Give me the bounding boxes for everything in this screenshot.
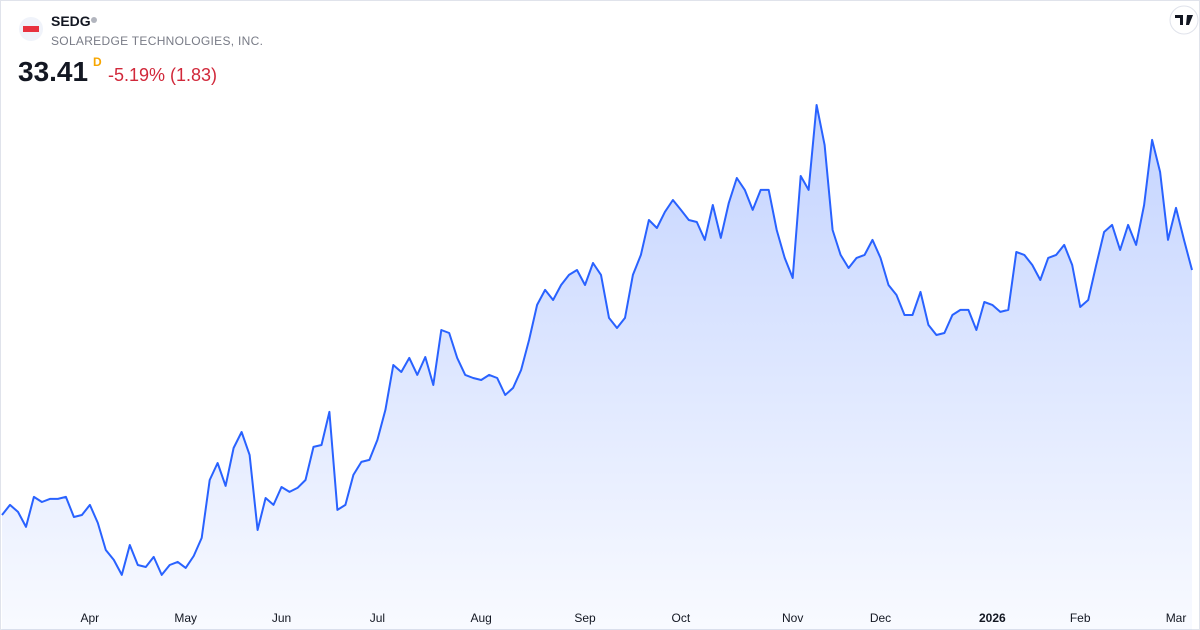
x-tick-label: May [174, 611, 197, 625]
tv-logo[interactable] [1175, 15, 1193, 25]
x-tick-label: Feb [1070, 611, 1091, 625]
x-tick-label: Apr [81, 611, 100, 625]
area-fill [2, 105, 1192, 630]
x-tick-label: Aug [471, 611, 492, 625]
logo [23, 26, 39, 32]
x-tick-label: Sep [574, 611, 596, 625]
status-dot [91, 17, 97, 23]
tv-logo-bg[interactable] [1169, 5, 1199, 35]
change: -5.19% (1.83) [108, 65, 217, 85]
x-tick-label: Jun [272, 611, 291, 625]
x-tick-label: Dec [870, 611, 891, 625]
x-tick-label: Mar [1166, 611, 1187, 625]
x-tick-label: Nov [782, 611, 803, 625]
plot: Apr May Jun Jul Aug Sep Oct Nov Dec 2026 Feb Mar [1, 104, 1193, 630]
company: SOLAREDGE TECHNOLOGIES, INC. [51, 34, 263, 48]
price: 33.41 [18, 56, 88, 87]
symbol: SEDG [51, 13, 91, 29]
interval: D [93, 55, 102, 69]
price-line [1, 104, 1193, 576]
x-tick-label: 2026 [979, 611, 1006, 625]
x-tick-label: Jul [370, 611, 385, 625]
x-tick-label: Oct [672, 611, 691, 625]
